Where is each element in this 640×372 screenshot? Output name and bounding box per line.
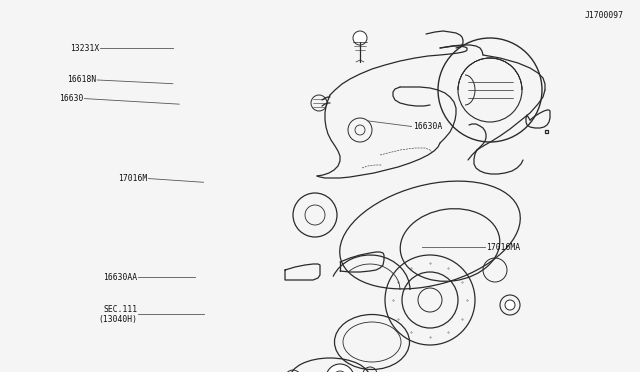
- Text: J1700097: J1700097: [585, 11, 624, 20]
- Text: 16618N: 16618N: [67, 76, 96, 84]
- Text: SEC.111
(13040H): SEC.111 (13040H): [99, 305, 138, 324]
- Circle shape: [505, 300, 515, 310]
- Text: 16630AA: 16630AA: [104, 273, 138, 282]
- Text: 16630: 16630: [59, 94, 83, 103]
- Text: 17016M: 17016M: [118, 174, 147, 183]
- Text: 17016MA: 17016MA: [486, 243, 520, 252]
- Text: 16630A: 16630A: [413, 122, 442, 131]
- Text: 13231X: 13231X: [70, 44, 99, 53]
- Circle shape: [326, 364, 354, 372]
- Circle shape: [353, 31, 367, 45]
